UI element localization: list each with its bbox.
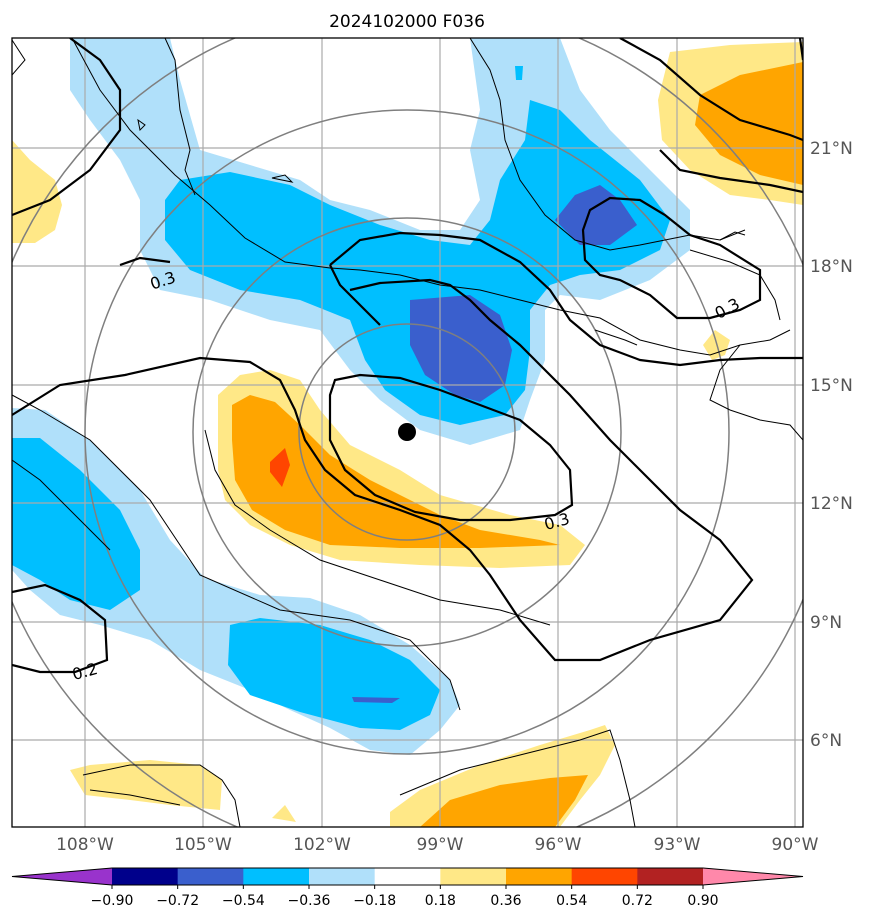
colorbar-label: 0.72 [622,893,653,909]
range-rings [12,38,803,827]
colorbar-extend-high [703,868,803,885]
colorbar-segment [440,868,507,885]
shade-light-yellow-sw [70,760,222,810]
colorbar-label: −0.36 [288,893,331,909]
map-frame [11,37,804,828]
shade-red-orange-center [270,448,290,487]
shade-royal-blue-south [352,697,400,703]
colorbar-segment [374,868,441,885]
shade-sky-blue-west [12,438,140,610]
colorbar-label: 0.18 [425,893,456,909]
shade-royal-blue-ne [555,185,637,245]
shade-light-yellow-nw [12,140,62,243]
colorbar-segment [637,868,704,885]
shading-layer [12,38,803,827]
x-axis-labels: 108°W 105°W 102°W 99°W 96°W 93°W 90°W [56,835,819,855]
chart-title: 2024102000 F036 [329,12,485,32]
shade-orange-center [232,395,560,548]
map-area [12,38,803,827]
colorbar: −0.90 −0.72 −0.54 −0.36 −0.18 0.18 0.36 0.54 0.7… [11,867,804,909]
x-tick-label: 105°W [174,835,232,855]
x-tick-label: 93°W [654,835,701,855]
y-tick-label: 9°N [810,613,842,633]
shade-light-yellow-tiny [272,805,296,822]
colorbar-extend-low [12,868,112,885]
colorbar-segment [112,868,179,885]
x-tick-label: 108°W [56,835,114,855]
colorbar-label: −0.18 [353,893,396,909]
colorbar-label: −0.54 [222,893,265,909]
contour-0.3-north [329,231,803,367]
x-tick-label: 96°W [535,835,582,855]
x-tick-label: 90°W [772,835,819,855]
shade-royal-blue-center [410,295,512,402]
y-tick-label: 18°N [810,257,853,277]
colorbar-segment [571,868,638,885]
y-tick-label: 21°N [810,139,853,159]
colorbar-segment [506,868,573,885]
colorbar-label: −0.90 [91,893,134,909]
colorbar-segment [309,868,376,885]
y-axis-labels: 21°N 18°N 15°N 12°N 9°N 6°N [810,139,853,751]
x-tick-label: 99°W [417,835,464,855]
graticule [12,38,803,827]
storm-center-marker [398,423,416,441]
y-tick-label: 6°N [810,731,842,751]
contour-0.2 [12,583,109,674]
colorbar-segment [243,868,310,885]
y-tick-label: 12°N [810,494,853,514]
shade-sky-blue-dot [515,66,523,80]
colorbar-label: 0.36 [490,893,521,909]
y-tick-label: 15°N [810,376,853,396]
colorbar-label: −0.72 [156,893,199,909]
contour-lines [12,38,803,674]
colorbar-label: 0.90 [687,893,718,909]
shade-sky-blue-north [165,100,670,425]
contour-0.3-inner [328,373,574,522]
colorbar-segment [177,868,244,885]
x-tick-label: 102°W [293,835,351,855]
colorbar-label: 0.54 [556,893,587,909]
contour-outer [12,278,754,662]
contour-0.3-northeast [581,196,762,320]
shade-orange-s [420,775,588,827]
